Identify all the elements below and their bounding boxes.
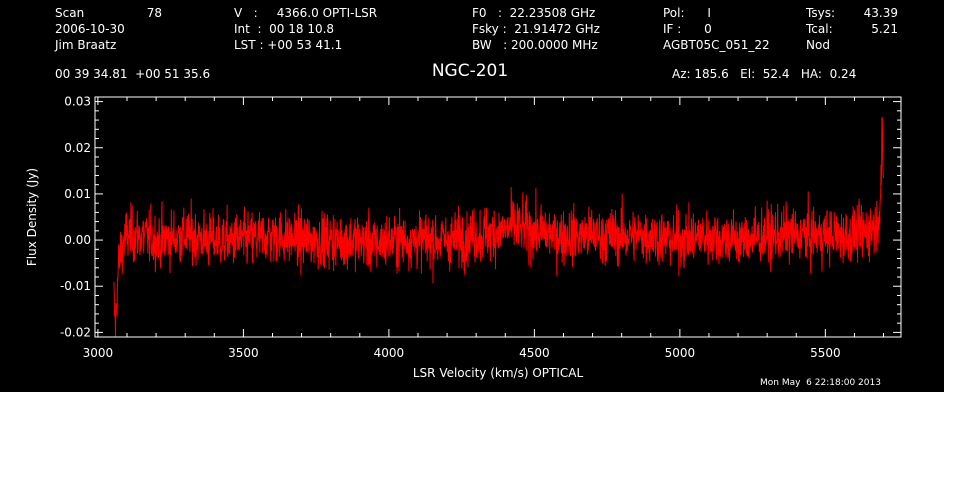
axis-ticks: [95, 97, 901, 337]
velocity-readout: V : 4366.0 OPTI-LSR: [234, 6, 378, 20]
observing-mode: Nod: [806, 38, 830, 52]
scan-number: 78: [146, 6, 162, 20]
lst-readout: LST : +00 53 41.1: [234, 38, 343, 52]
integration-time: Int : 00 18 10.8: [234, 22, 335, 36]
x-tick-label: 3000: [83, 346, 114, 360]
if-number: IF : 0: [663, 22, 712, 36]
y-axis-label: Flux Density (Jy): [25, 168, 39, 266]
x-tick-label: 3500: [228, 346, 259, 360]
observation-date: 2006-10-30: [55, 22, 125, 36]
scan-label: Scan: [55, 6, 85, 20]
y-tick-label: 0.03: [64, 95, 91, 109]
tcal-label: Tcal:: [806, 22, 833, 36]
y-tick-labels: -0.02 -0.01 0.00 0.01 0.02 0.03: [60, 95, 91, 340]
y-tick-label: 0.02: [64, 141, 91, 155]
plot-timestamp: Mon May 6 22:18:00 2013: [760, 378, 881, 388]
project-id: AGBT05C_051_22: [663, 38, 770, 52]
spectrum-plot: 3000 3500 4000 4500 5000 5500 -0.02 -0.01 0.00 0…: [25, 95, 902, 380]
x-tick-label: 4000: [374, 346, 405, 360]
az-el-ha-readout: Az: 185.6 El: 52.4 HA: 0.24: [672, 67, 857, 81]
plot-frame: [94, 96, 902, 338]
x-axis-label: LSR Velocity (km/s) OPTICAL: [413, 366, 584, 380]
tcal-value: 5.21: [871, 22, 898, 36]
spectrum-series-line: [113, 116, 884, 338]
source-name: NGC-201: [431, 61, 509, 81]
x-tick-labels: 3000 3500 4000 4500 5000 5500: [83, 346, 841, 360]
bandwidth: BW : 200.0000 MHz: [472, 38, 598, 52]
x-tick-label: 5000: [665, 346, 696, 360]
x-tick-label: 4500: [519, 346, 550, 360]
y-tick-label: -0.02: [60, 325, 91, 339]
source-coordinates: 00 39 34.81 +00 51 35.6: [55, 67, 211, 81]
y-tick-label: -0.01: [60, 279, 91, 293]
plot-window: Scan 78 2006-10-30 Jim Braatz V : 4366.0…: [0, 0, 944, 392]
y-tick-label: 0.01: [64, 187, 91, 201]
tsys-value: 43.39: [863, 6, 898, 20]
observer-name: Jim Braatz: [55, 38, 117, 52]
y-tick-label: 0.00: [64, 233, 91, 247]
polarization: Pol: I: [663, 6, 711, 20]
tsys-label: Tsys:: [806, 6, 835, 20]
x-tick-label: 5500: [810, 346, 841, 360]
rest-frequency: F0 : 22.23508 GHz: [472, 6, 596, 20]
sky-frequency: Fsky : 21.91472 GHz: [472, 22, 600, 36]
